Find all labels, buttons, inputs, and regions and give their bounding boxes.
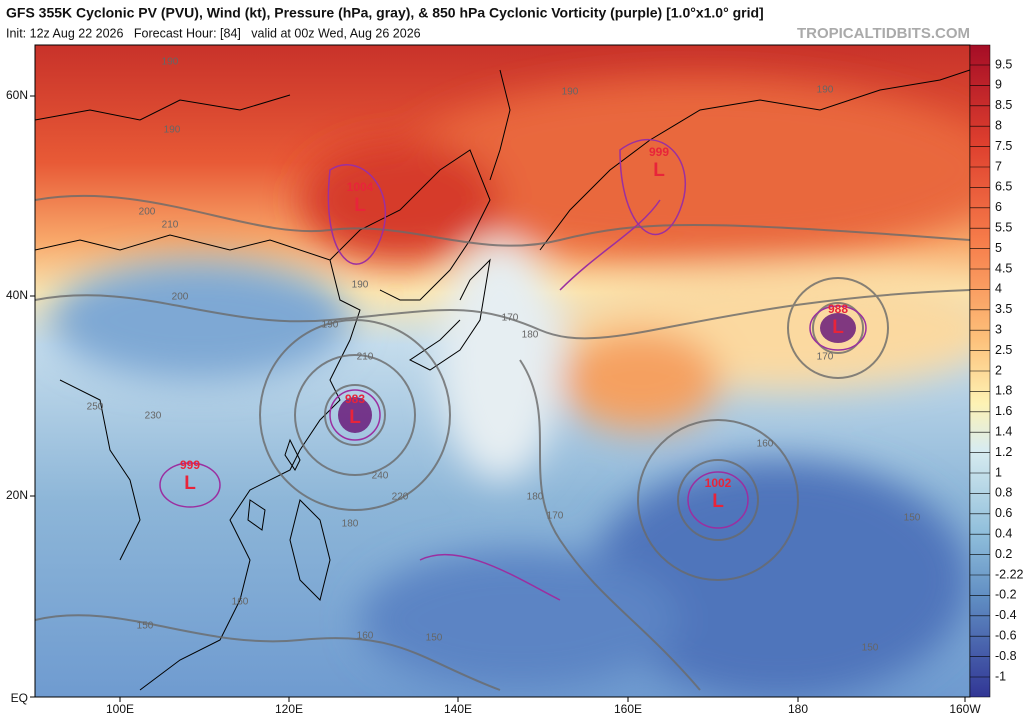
lat-label: EQ bbox=[11, 691, 28, 705]
watermark: TROPICALTIDBITS.COM bbox=[797, 25, 970, 42]
contour-label: 190 bbox=[322, 320, 339, 331]
colorbar-label: 1.2 bbox=[995, 445, 1012, 459]
colorbar-label: 6 bbox=[995, 200, 1002, 214]
colorbar-label: 6.5 bbox=[995, 180, 1012, 194]
lon-label: 140E bbox=[444, 702, 472, 716]
colorbar-label: 8 bbox=[995, 118, 1002, 132]
contour-label: 180 bbox=[527, 492, 544, 503]
coastlines bbox=[35, 69, 970, 691]
lon-label: 180 bbox=[788, 702, 808, 716]
colorbar-label: 7 bbox=[995, 159, 1002, 173]
contour-label: 150 bbox=[862, 643, 879, 654]
colorbar-label: -0.8 bbox=[995, 649, 1017, 663]
low-symbol: L bbox=[653, 160, 665, 181]
colorbar-label: 2 bbox=[995, 363, 1002, 377]
low-pressure: 1004 bbox=[347, 180, 374, 194]
lat-label: 60N bbox=[6, 88, 28, 102]
colorbar-label: 2.5 bbox=[995, 343, 1012, 357]
contour-label: 190 bbox=[562, 87, 579, 98]
contour-label: 190 bbox=[162, 57, 179, 68]
title: GFS 355K Cyclonic PV (PVU), Wind (kt), P… bbox=[6, 5, 764, 21]
colorbar-label: -2.22 bbox=[995, 567, 1024, 581]
colorbar-label: 8.5 bbox=[995, 98, 1012, 112]
colorbar-label: 0.4 bbox=[995, 526, 1012, 540]
low-pressure: 999 bbox=[649, 145, 669, 159]
low-pressure: 1002 bbox=[705, 476, 732, 490]
contour-label: 190 bbox=[817, 85, 834, 96]
contour-label: 150 bbox=[426, 633, 443, 644]
contour-label: 210 bbox=[162, 220, 179, 231]
colorbar-label: -0.6 bbox=[995, 628, 1017, 642]
colorbar-label: 1.8 bbox=[995, 384, 1012, 398]
vorticity-cores bbox=[338, 313, 856, 433]
contour-label: 150 bbox=[904, 513, 921, 524]
lon-label: 160W bbox=[949, 702, 981, 716]
contour-label: 150 bbox=[137, 621, 154, 632]
lon-label: 120E bbox=[275, 702, 303, 716]
lon-label: 160E bbox=[614, 702, 642, 716]
contour-label: 160 bbox=[757, 439, 774, 450]
colorbar-label: 4.5 bbox=[995, 261, 1012, 275]
colorbar-label: -0.4 bbox=[995, 608, 1017, 622]
colorbar-label: 1.6 bbox=[995, 404, 1012, 418]
contour-label: 250 bbox=[87, 402, 104, 413]
pv-shading bbox=[50, 80, 970, 697]
contour-label: 210 bbox=[357, 352, 374, 363]
colorbar-label: 0.6 bbox=[995, 506, 1012, 520]
contour-label: 190 bbox=[164, 125, 181, 136]
contour-label: 160 bbox=[232, 597, 249, 608]
contour-label: 200 bbox=[172, 292, 189, 303]
map bbox=[35, 45, 970, 697]
colorbar-label: 5.5 bbox=[995, 220, 1012, 234]
contour-label: 180 bbox=[342, 519, 359, 530]
low-symbol: L bbox=[354, 195, 366, 216]
colorbar-label: 7.5 bbox=[995, 139, 1012, 153]
colorbar-label: 3 bbox=[995, 322, 1002, 336]
contour-label: 240 bbox=[372, 471, 389, 482]
contour-label: 230 bbox=[145, 411, 162, 422]
subtitle: Init: 12z Aug 22 2026 Forecast Hour: [84… bbox=[6, 26, 421, 40]
colorbar-label: 4 bbox=[995, 282, 1002, 296]
contour-label: 170 bbox=[547, 511, 564, 522]
colorbar-label: 0.8 bbox=[995, 486, 1012, 500]
contour-label: 170 bbox=[502, 313, 519, 324]
colorbar-label: 1.4 bbox=[995, 424, 1012, 438]
low-symbol: L bbox=[184, 473, 196, 494]
colorbar-label: 1 bbox=[995, 465, 1002, 479]
colorbar-label: 5 bbox=[995, 241, 1002, 255]
contour-label: 200 bbox=[139, 207, 156, 218]
colorbar-label: -1 bbox=[995, 669, 1006, 683]
low-symbol: L bbox=[349, 407, 361, 428]
colorbar-label: 9.5 bbox=[995, 57, 1012, 71]
colorbar-label: 9 bbox=[995, 78, 1002, 92]
lon-label: 100E bbox=[106, 702, 134, 716]
contour-label: 220 bbox=[392, 492, 409, 503]
lat-label: 20N bbox=[6, 488, 28, 502]
contour-label: 180 bbox=[522, 330, 539, 341]
low-pressure: 988 bbox=[828, 302, 848, 316]
vorticity-contours bbox=[159, 138, 867, 601]
contour-label: 160 bbox=[357, 631, 374, 642]
lat-label: 40N bbox=[6, 288, 28, 302]
colorbar-label: -0.2 bbox=[995, 588, 1017, 602]
isobars bbox=[35, 194, 970, 691]
low-symbol: L bbox=[832, 317, 844, 338]
contour-label: 190 bbox=[352, 280, 369, 291]
low-pressure: 999 bbox=[180, 458, 200, 472]
low-pressure: 983 bbox=[345, 392, 365, 406]
colorbar-label: 0.2 bbox=[995, 547, 1012, 561]
low-symbol: L bbox=[712, 491, 724, 512]
contour-label: 170 bbox=[817, 352, 834, 363]
colorbar-label: 3.5 bbox=[995, 302, 1012, 316]
